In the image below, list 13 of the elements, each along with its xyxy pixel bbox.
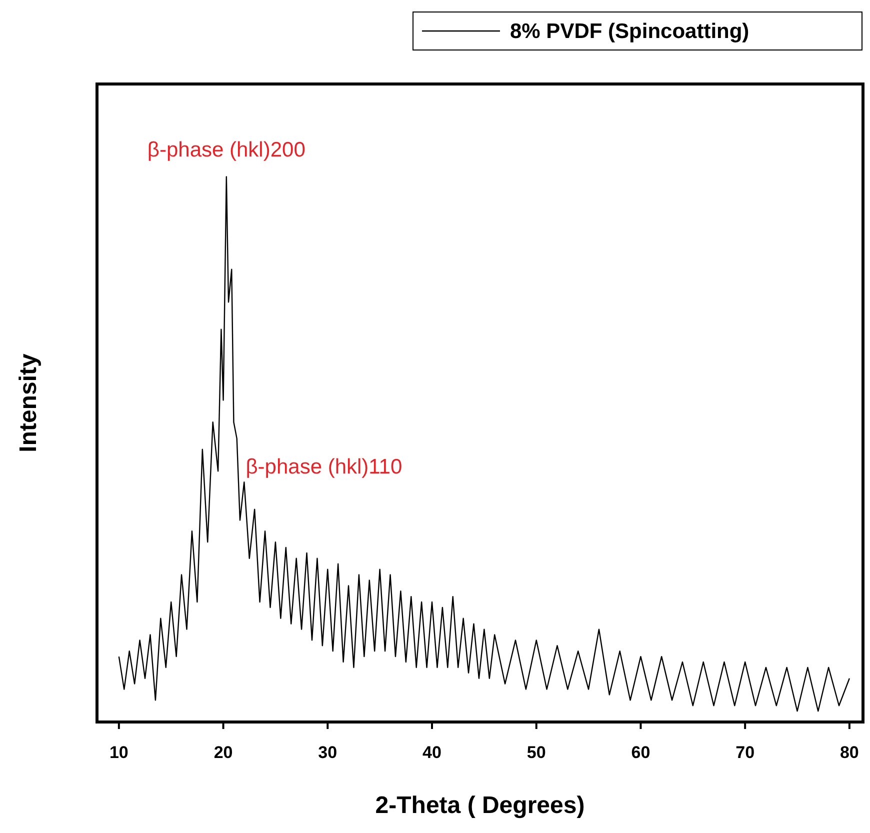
x-tick-label: 20 — [214, 743, 233, 762]
x-tick-label: 40 — [422, 743, 442, 762]
x-tick-label: 10 — [109, 743, 128, 762]
y-axis-title: Intensity — [15, 353, 42, 452]
x-tick-label: 70 — [736, 743, 755, 762]
annotation: β-phase (hkl)110 — [246, 456, 402, 479]
legend-label: 8% PVDF (Spincoatting) — [510, 20, 750, 43]
x-axis-title: 2-Theta ( Degrees) — [375, 792, 585, 819]
annotation: β-phase (hkl)200 — [147, 138, 306, 162]
x-tick-label: 30 — [318, 743, 338, 762]
x-tick-label: 60 — [631, 743, 650, 762]
x-tick-label: 80 — [840, 743, 859, 762]
x-tick-label: 50 — [526, 743, 546, 762]
